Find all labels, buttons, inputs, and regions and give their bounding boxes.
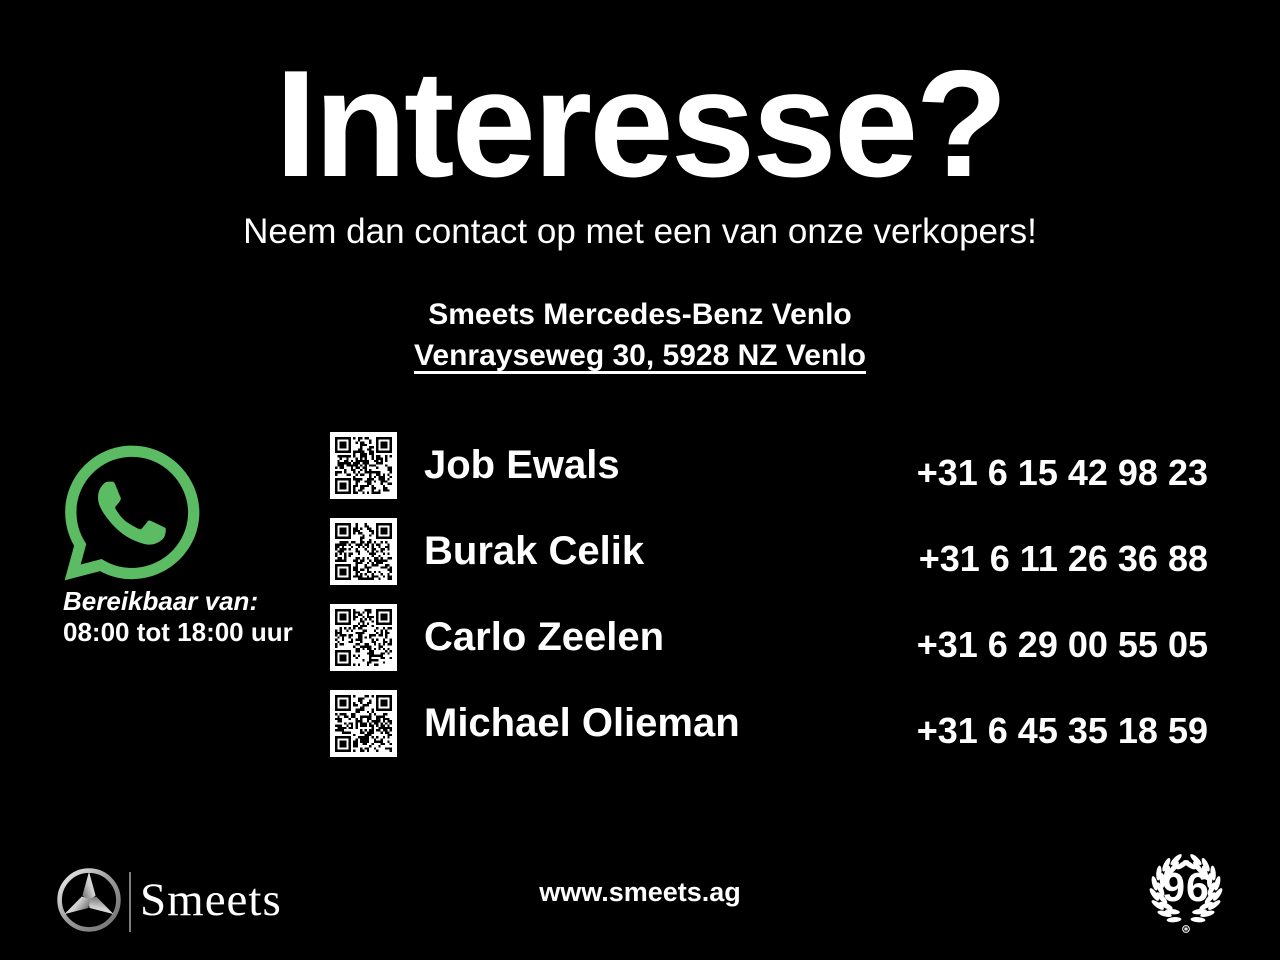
website-url: www.smeets.ag bbox=[539, 877, 741, 907]
anniversary-badge: 96 bbox=[1131, 848, 1241, 940]
availability-hours: 08:00 tot 18:00 uur bbox=[63, 616, 293, 647]
qr-code bbox=[330, 518, 397, 585]
contact-phone: +31 6 45 35 18 59 bbox=[916, 709, 1208, 751]
contact-name: Burak Celik bbox=[424, 529, 645, 573]
wreath-emblem bbox=[1182, 925, 1190, 933]
brand-name: Smeets bbox=[140, 874, 282, 926]
contact-list: Job Ewals +31 6 15 42 98 23 Burak Celik … bbox=[330, 432, 1208, 776]
contact-row: Michael Olieman +31 6 45 35 18 59 bbox=[330, 690, 1208, 757]
contact-row: Carlo Zeelen +31 6 29 00 55 05 bbox=[330, 604, 1208, 671]
contact-phone: +31 6 15 42 98 23 bbox=[916, 451, 1208, 493]
whatsapp-icon bbox=[62, 436, 202, 590]
logo-divider bbox=[129, 872, 131, 932]
availability-label: Bereikbaar van: bbox=[63, 586, 259, 616]
contact-phone: +31 6 11 26 36 88 bbox=[918, 537, 1208, 579]
dealer-info: Smeets Mercedes-Benz Venlo Venrayseweg 3… bbox=[0, 294, 1280, 377]
mercedes-star-icon bbox=[56, 867, 122, 938]
dealer-address: Venrayseweg 30, 5928 NZ Venlo bbox=[414, 339, 866, 373]
contact-phone: +31 6 29 00 55 05 bbox=[916, 623, 1208, 665]
contact-name: Carlo Zeelen bbox=[424, 615, 665, 659]
availability-info: Bereikbaar van: 08:00 tot 18:00 uur bbox=[63, 586, 293, 647]
page-subtitle: Neem dan contact op met een van onze ver… bbox=[243, 212, 1037, 251]
page-title: Interesse? bbox=[274, 39, 1008, 209]
contact-name: Michael Olieman bbox=[424, 701, 740, 745]
qr-code bbox=[330, 432, 397, 499]
contact-row: Job Ewals +31 6 15 42 98 23 bbox=[330, 432, 1208, 499]
laurel-wreath-icon bbox=[1149, 854, 1223, 933]
contact-row: Burak Celik +31 6 11 26 36 88 bbox=[330, 518, 1208, 585]
contact-name: Job Ewals bbox=[424, 443, 620, 487]
badge-number: 96 bbox=[1162, 864, 1210, 910]
dealer-name: Smeets Mercedes-Benz Venlo bbox=[428, 298, 852, 331]
qr-code bbox=[330, 604, 397, 671]
qr-code bbox=[330, 690, 397, 757]
dealer-logo: Smeets bbox=[56, 867, 282, 938]
